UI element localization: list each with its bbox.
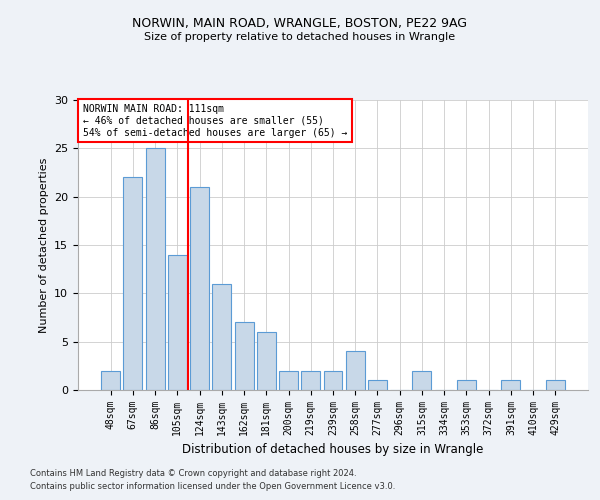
Text: Size of property relative to detached houses in Wrangle: Size of property relative to detached ho… <box>145 32 455 42</box>
Bar <box>412 370 431 390</box>
Bar <box>124 178 142 390</box>
Bar <box>212 284 231 390</box>
Bar <box>346 352 365 390</box>
Text: Contains public sector information licensed under the Open Government Licence v3: Contains public sector information licen… <box>30 482 395 491</box>
Bar <box>546 380 565 390</box>
Text: Contains HM Land Registry data © Crown copyright and database right 2024.: Contains HM Land Registry data © Crown c… <box>30 468 356 477</box>
Text: NORWIN MAIN ROAD: 111sqm
← 46% of detached houses are smaller (55)
54% of semi-d: NORWIN MAIN ROAD: 111sqm ← 46% of detach… <box>83 104 347 138</box>
Bar <box>279 370 298 390</box>
Text: NORWIN, MAIN ROAD, WRANGLE, BOSTON, PE22 9AG: NORWIN, MAIN ROAD, WRANGLE, BOSTON, PE22… <box>133 18 467 30</box>
Bar <box>190 187 209 390</box>
Bar <box>368 380 387 390</box>
Bar <box>457 380 476 390</box>
Bar <box>257 332 276 390</box>
Bar <box>101 370 120 390</box>
Bar <box>168 254 187 390</box>
Bar <box>323 370 343 390</box>
Y-axis label: Number of detached properties: Number of detached properties <box>38 158 49 332</box>
Bar <box>301 370 320 390</box>
Bar <box>502 380 520 390</box>
Bar <box>146 148 164 390</box>
X-axis label: Distribution of detached houses by size in Wrangle: Distribution of detached houses by size … <box>182 444 484 456</box>
Bar <box>235 322 254 390</box>
